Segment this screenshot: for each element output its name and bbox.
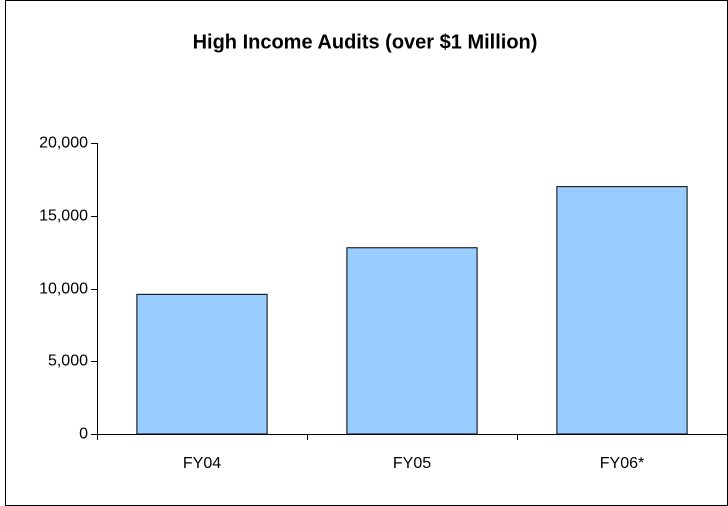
y-tick-label: 15,000 [39,208,88,225]
bar [556,186,688,435]
y-tick-label: 0 [79,426,88,443]
bar [136,293,268,435]
chart-title: High Income Audits (over $1 Million) [193,31,538,53]
x-tick-label: FY04 [183,455,221,472]
y-tick-label: 10,000 [39,281,88,298]
x-tick-label: FY05 [393,455,431,472]
x-tick-label: FY06* [600,455,644,472]
y-tick-label: 5,000 [48,353,88,370]
bar [346,247,478,435]
y-tick-label: 20,000 [39,135,88,152]
